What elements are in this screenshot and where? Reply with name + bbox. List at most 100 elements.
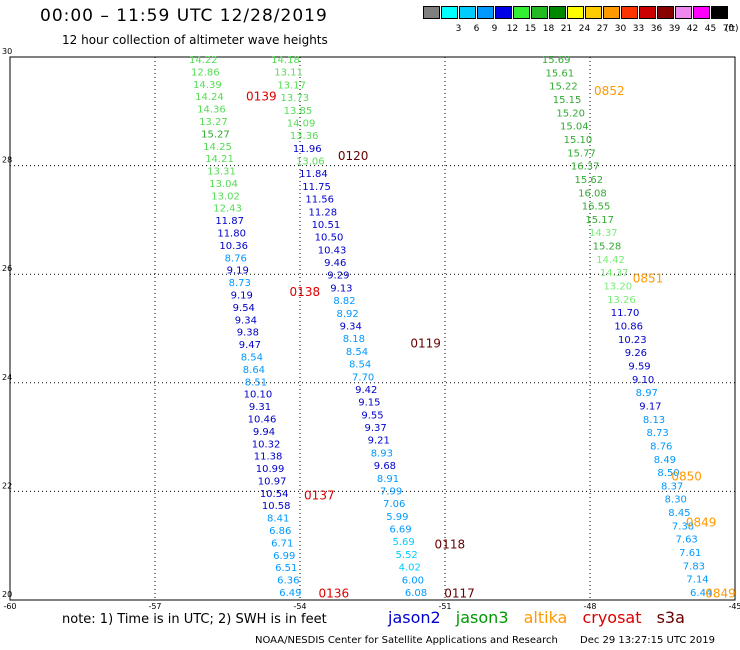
swh-value-label: 14.21 [205,154,234,165]
swh-value-label: 6.00 [402,575,424,586]
swh-value-label: 14.37 [600,268,629,279]
swh-value-label: 7.14 [686,575,708,586]
color-swatch [513,6,530,19]
swh-value-label: 9.13 [330,283,352,294]
swh-value-label: 8.64 [243,365,265,376]
swh-value-label: 11.38 [254,452,283,463]
color-scale-label: 33 [632,24,645,34]
swh-value-label: 11.87 [215,216,244,227]
plot-frame [9,56,736,601]
swh-value-label: 15.04 [560,122,589,133]
swh-value-label: 11.75 [302,182,331,193]
pass-time-label: 0851 [633,271,664,285]
swh-value-label: 8.54 [349,360,371,371]
swh-value-label: 8.54 [241,352,263,363]
swh-value-label: 9.17 [639,401,661,412]
pass-time-label: 0136 [319,586,350,600]
swh-value-label: 7.70 [352,372,374,383]
pass-time-label: 0120 [338,149,369,163]
legend-jason3: jason3 [455,608,509,627]
color-scale-label: 3 [455,24,462,34]
pass-time-label: 0850 [671,470,702,484]
swh-value-label: 14.24 [195,92,224,103]
color-scale-label: 21 [560,24,573,34]
swh-value-label: 6.36 [277,576,299,587]
swh-value-label: 14.18 [271,55,300,66]
swh-value-label: 10.54 [260,489,289,500]
swh-value-label: 9.38 [237,328,259,339]
swh-value-label: 9.31 [249,402,271,413]
swh-value-label: 13.26 [607,295,636,306]
swh-value-label: 8.82 [333,296,355,307]
color-swatch [441,6,458,19]
color-swatch [675,6,692,19]
swh-value-label: 13.31 [207,167,236,178]
swh-value-label: 8.30 [665,495,687,506]
swh-value-label: 6.69 [389,525,411,536]
y-tick-label: 30 [2,47,12,56]
swh-value-label: 10.32 [252,439,281,450]
swh-value-label: 11.80 [217,229,246,240]
swh-value-label: 7.38 [672,521,694,532]
swh-value-label: 15.61 [545,68,574,79]
swh-value-label: 5.99 [386,512,408,523]
swh-value-label: 5.52 [396,550,418,561]
swh-value-label: 9.59 [628,361,650,372]
swh-value-label: 9.55 [361,410,383,421]
axis-ticks: -60 -57 -54 -51 -48 -45 20 22 24 26 28 30 [2,47,740,611]
swh-value-label: 8.18 [343,334,365,345]
swh-value-label: 10.51 [312,220,341,231]
pass-time-label: 0139 [246,89,277,103]
swh-value-label: 9.68 [374,461,396,472]
swh-value-label: 15.22 [549,82,578,93]
swh-value-label: 6.51 [275,563,297,574]
swh-value-label: 9.26 [625,348,647,359]
swh-value-label: 6.99 [273,551,295,562]
swh-value-label: 10.10 [244,390,273,401]
swh-value-label: 15.17 [585,215,614,226]
color-swatch [603,6,620,19]
color-scale-label: 24 [578,24,591,34]
color-scale-label: 18 [542,24,555,34]
swh-value-label: 7.06 [383,499,405,510]
x-tick-label: -45 [728,602,740,611]
grid-lines [10,57,735,600]
color-scale-label: 36 [650,24,663,34]
color-scale-unit: (ft) [725,24,739,34]
swh-value-label: 14.42 [596,255,625,266]
swh-value-label: 8.93 [371,448,393,459]
swh-value-label: 14.25 [203,142,232,153]
satellite-legend: jason2 jason3 altika cryosat s3a [388,608,695,627]
color-scale-label: 9 [491,24,498,34]
chart-title: 00:00 – 11:59 UTC 12/28/2019 [40,6,328,26]
pass-time-label: 0138 [290,285,321,299]
swh-value-label: 13.11 [274,68,303,79]
swh-value-label: 9.42 [355,385,377,396]
swh-value-label: 15.69 [542,55,571,66]
color-swatch [585,6,602,19]
swh-value-label: 13.73 [281,93,310,104]
swh-value-label: 7.61 [679,548,701,559]
pass-time-label: 0849 [705,586,736,600]
swh-value-label: 10.99 [256,464,285,475]
swh-value-label: 5.69 [392,537,414,548]
swh-value-label: 9.47 [239,340,261,351]
swh-value-label: 11.70 [611,308,640,319]
swh-value-label: 11.84 [299,169,328,180]
swh-value-label: 8.76 [225,253,247,264]
pass-time-label: 0117 [444,586,475,600]
swh-value-label: 13.27 [199,117,228,128]
swh-value-label: 8.50 [657,468,679,479]
legend-cryosat: cryosat [582,608,642,627]
swh-value-label: 13.20 [603,282,632,293]
note-text: note: 1) Time is in UTC; 2) SWH is in fe… [62,612,327,627]
pass-time-label: 0849 [686,516,717,530]
swh-value-label: 14.09 [287,118,316,129]
swh-value-label: 11.96 [293,144,322,155]
swh-value-label: 8.37 [661,481,683,492]
legend-jason2: jason2 [388,608,441,627]
swh-value-label: 15.28 [593,242,622,253]
swh-value-label: 9.15 [358,398,380,409]
swh-value-label: 12.86 [191,67,220,78]
